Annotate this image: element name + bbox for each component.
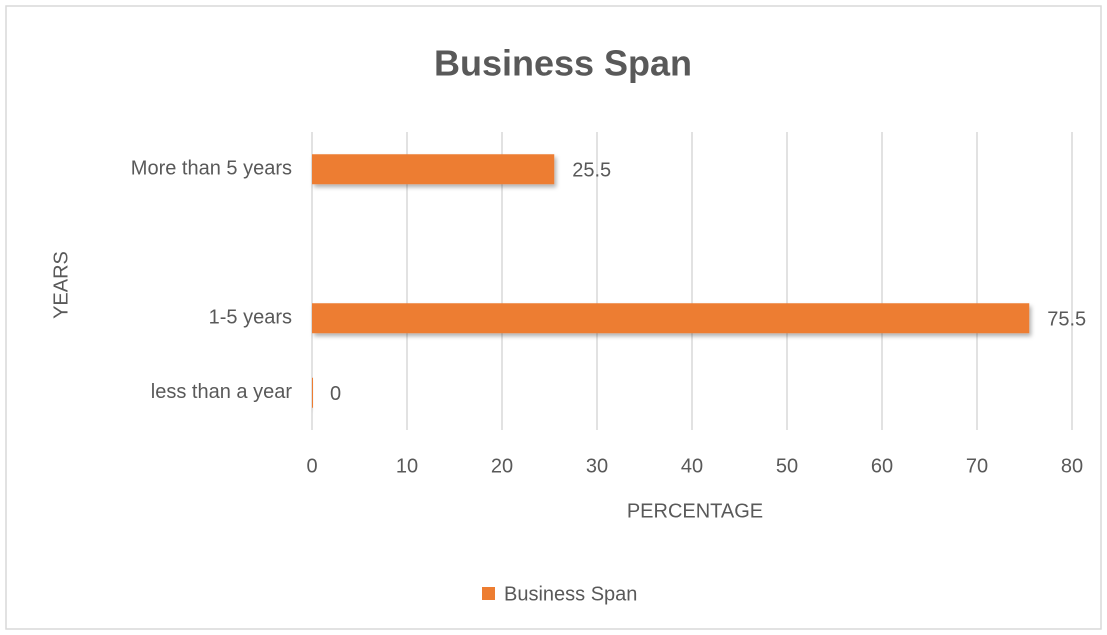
y-tick-label: 1-5 years [209,307,292,329]
data-label: 75.5 [1047,309,1086,331]
x-tick-label: 80 [1061,455,1083,477]
chart-title: Business Span [434,43,692,84]
x-tick-label: 70 [966,455,988,477]
x-tick-label: 60 [871,455,893,477]
x-tick-label: 30 [586,455,608,477]
bar [312,154,555,185]
x-tick-label: 0 [306,455,317,477]
y-tick-label: less than a year [151,381,293,403]
data-label: 25.5 [572,160,611,182]
x-tick-label: 40 [681,455,703,477]
legend-label: Business Span [504,583,637,605]
x-tick-label: 50 [776,455,798,477]
legend-swatch [482,587,495,600]
x-tick-label: 20 [491,455,513,477]
y-axis-label: YEARS [50,251,72,319]
y-tick-label: More than 5 years [131,158,292,180]
x-axis-label: PERCENTAGE [627,500,763,522]
data-label: 0 [330,383,341,405]
x-tick-label: 10 [396,455,418,477]
bar [312,377,313,408]
bar [312,303,1030,334]
